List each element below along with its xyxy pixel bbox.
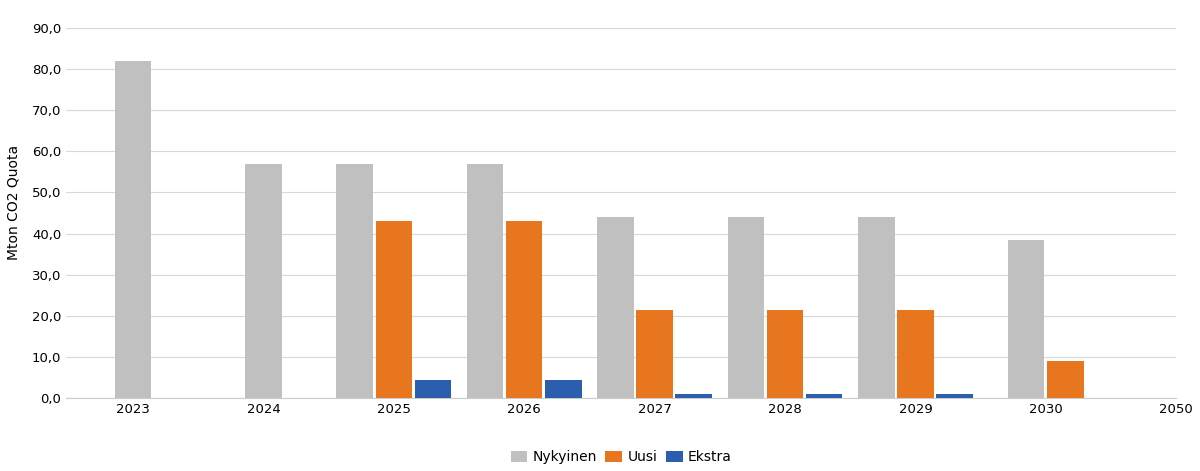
Bar xyxy=(545,380,582,398)
Bar xyxy=(936,393,973,398)
Bar xyxy=(245,163,282,398)
Bar xyxy=(767,310,803,398)
Bar xyxy=(727,217,764,398)
Bar xyxy=(376,221,412,398)
Bar xyxy=(676,393,712,398)
Bar xyxy=(467,163,503,398)
Bar xyxy=(858,217,894,398)
Bar xyxy=(115,60,151,398)
Bar xyxy=(336,163,373,398)
Bar xyxy=(415,380,451,398)
Bar xyxy=(598,217,634,398)
Bar xyxy=(806,393,842,398)
Bar xyxy=(506,221,542,398)
Y-axis label: Mton CO2 Quota: Mton CO2 Quota xyxy=(7,145,20,260)
Bar xyxy=(1008,240,1044,398)
Bar xyxy=(898,310,934,398)
Bar xyxy=(1048,361,1084,398)
Legend: Nykyinen, Uusi, Ekstra: Nykyinen, Uusi, Ekstra xyxy=(505,445,738,470)
Bar xyxy=(636,310,673,398)
